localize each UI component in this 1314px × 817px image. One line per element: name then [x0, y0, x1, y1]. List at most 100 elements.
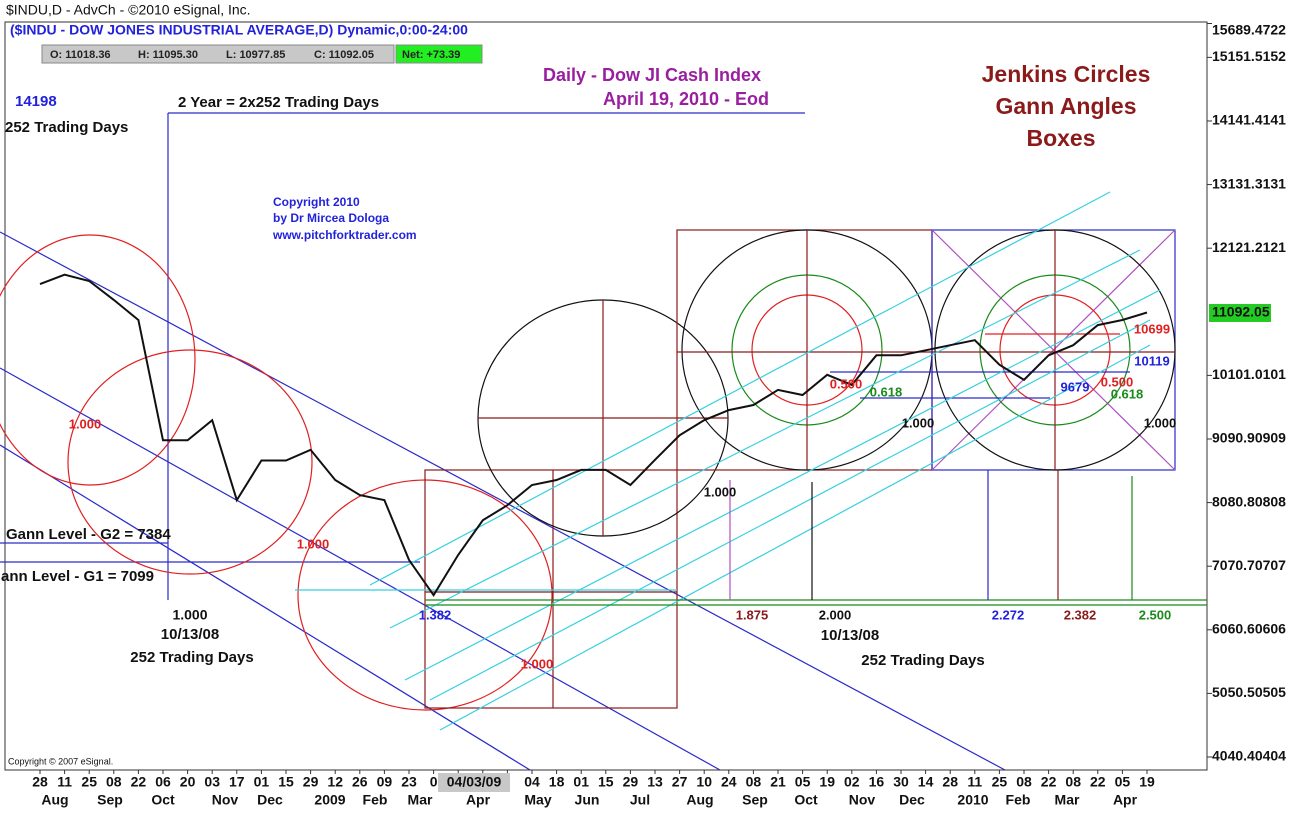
circle	[0, 234, 196, 486]
month-label: Mar	[408, 792, 433, 808]
window-title: $INDU,D - AdvCh - ©2010 eSignal, Inc.	[6, 2, 251, 18]
x-tick-label: 23	[401, 774, 417, 790]
annotation: Gann Level - G2 = 7384	[6, 526, 171, 543]
annotation: Boxes	[1026, 125, 1095, 151]
x-tick-label: 14	[918, 774, 934, 790]
month-label: 2010	[957, 792, 988, 808]
circle	[67, 349, 313, 575]
month-label: Aug	[686, 792, 713, 808]
gann-angle	[429, 319, 1151, 701]
annotation: 1.000	[521, 656, 554, 671]
cursor-date: 04/03/09	[447, 774, 502, 790]
annotation: 14198	[15, 93, 57, 110]
month-label: Dec	[899, 792, 925, 808]
annotation: 1.000	[704, 484, 737, 499]
annotation: Jenkins Circles	[982, 61, 1151, 87]
month-label: Nov	[849, 792, 876, 808]
x-tick-label: 29	[303, 774, 319, 790]
gann-angle	[404, 289, 1161, 681]
annotation: 252 Trading Days	[5, 119, 128, 136]
month-label: Aug	[41, 792, 68, 808]
x-tick-label: 08	[746, 774, 762, 790]
x-tick-label: 30	[893, 774, 909, 790]
y-tick-label: 7070.70707	[1212, 557, 1286, 573]
annotation: 10699	[1134, 321, 1170, 336]
month-label: Apr	[466, 792, 491, 808]
month-label: Oct	[151, 792, 175, 808]
month-label: Oct	[794, 792, 818, 808]
month-label: 2009	[314, 792, 345, 808]
annotation: Daily - Dow JI Cash Index	[543, 65, 761, 85]
quote-open: O: 11018.36	[50, 49, 111, 61]
annotation: Gann Angles	[996, 93, 1137, 119]
x-tick-label: 06	[155, 774, 171, 790]
y-tick-label: 4040.40404	[1212, 748, 1286, 764]
y-tick-label: 15151.5152	[1212, 48, 1286, 64]
x-tick-label: 19	[1139, 774, 1155, 790]
month-label: Mar	[1055, 792, 1080, 808]
chart-title: ($INDU - DOW JONES INDUSTRIAL AVERAGE,D)…	[10, 22, 468, 38]
annotation: 1.000	[69, 416, 102, 431]
x-tick-label: 11	[967, 774, 982, 790]
month-label: Apr	[1113, 792, 1138, 808]
annotation: www.pitchforktrader.com	[272, 228, 417, 242]
annotation: 2.272	[992, 607, 1025, 622]
cursor-date-box	[438, 773, 510, 792]
box	[424, 469, 678, 709]
annotation: 1.000	[297, 536, 330, 551]
y-tick-label: 10101.0101	[1212, 366, 1286, 382]
quote-bar	[41, 44, 395, 64]
month-label: Feb	[1006, 792, 1031, 808]
quote-low: L: 10977.85	[226, 49, 285, 61]
x-tick-label: 08	[1065, 774, 1081, 790]
y-tick-label: 14141.4141	[1212, 112, 1286, 128]
x-tick-label: 22	[1041, 774, 1057, 790]
annotation: 2.500	[1139, 607, 1172, 622]
annotation: 2.000	[819, 607, 852, 622]
annotation: 9679	[1061, 379, 1090, 394]
x-tick-label: 22	[1090, 774, 1106, 790]
y-tick-label: 13131.3131	[1212, 175, 1286, 191]
annotation: Copyright © 2007 eSignal.	[8, 756, 113, 766]
x-tick-label: 26	[352, 774, 368, 790]
month-label: Dec	[257, 792, 283, 808]
month-label: Jul	[630, 792, 650, 808]
y-tick-label: 8080.80808	[1212, 493, 1286, 509]
x-tick-label: 0	[430, 774, 438, 790]
x-tick-label: 04	[524, 774, 540, 790]
annotation: 0.500	[1101, 374, 1134, 389]
gann-angle	[389, 249, 1141, 629]
x-tick-label: 05	[1115, 774, 1131, 790]
quote-net: Net: +73.39	[402, 49, 460, 61]
channel-line	[0, 367, 721, 771]
annotation: 0.500	[830, 376, 863, 391]
month-label: Nov	[212, 792, 239, 808]
x-tick-label: 08	[106, 774, 122, 790]
annotation: 252 Trading Days	[861, 652, 984, 669]
month-label: Sep	[97, 792, 123, 808]
annotation: 0.618	[870, 384, 903, 399]
annotation: 252 Trading Days	[130, 649, 253, 666]
x-tick-label: 02	[844, 774, 860, 790]
x-tick-label: 24	[721, 774, 737, 790]
x-tick-label: 27	[672, 774, 688, 790]
annotation: Copyright 2010	[273, 195, 360, 209]
x-tick-label: 28	[942, 774, 958, 790]
gann-angle	[369, 191, 1111, 586]
annotation: 1.000	[1144, 415, 1177, 430]
x-tick-label: 25	[992, 774, 1008, 790]
annotation: 1.000	[172, 607, 207, 623]
x-tick-label: 25	[81, 774, 97, 790]
annotation: 10/13/08	[161, 626, 219, 643]
annotation: by Dr Mircea Dologa	[273, 211, 389, 225]
x-tick-label: 16	[869, 774, 885, 790]
x-tick-label: 18	[549, 774, 565, 790]
annotation: April 19, 2010 - Eod	[603, 89, 769, 109]
x-tick-label: 10	[696, 774, 712, 790]
x-tick-label: 12	[327, 774, 343, 790]
net-box	[395, 44, 483, 64]
last-price-label: 11092.05	[1212, 304, 1270, 320]
month-label: Feb	[363, 792, 388, 808]
annotation: 2 Year = 2x252 Trading Days	[178, 94, 379, 111]
